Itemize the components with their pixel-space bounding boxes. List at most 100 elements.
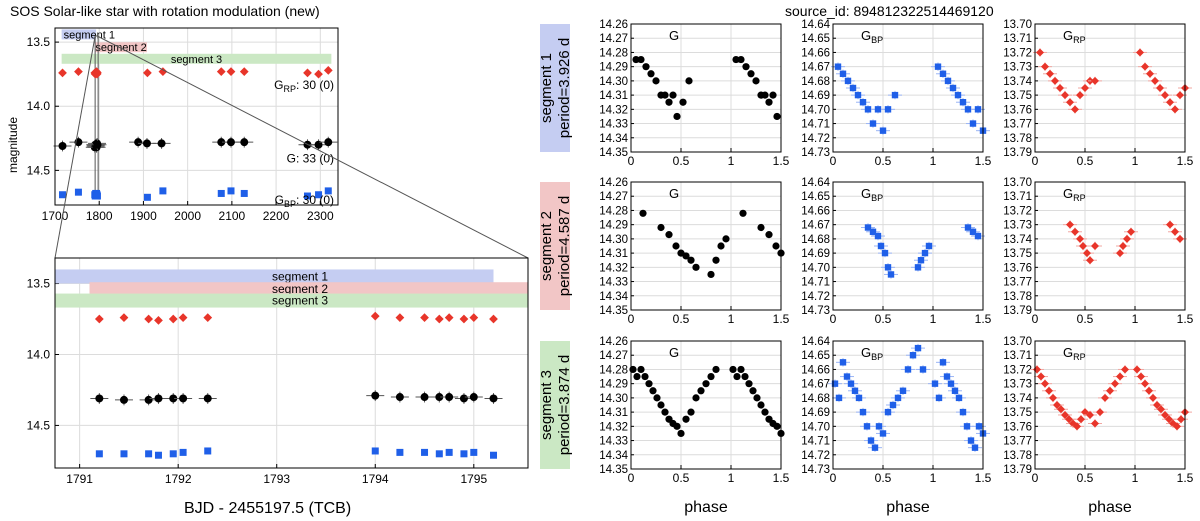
main-point-G [217,138,226,147]
phase-ytick-label: 14.67 [801,62,830,74]
phase-point-BP [969,120,977,127]
phase-point-G [697,387,705,395]
main-point-G [93,140,102,149]
phase-ytick-label: 14.28 [599,364,628,376]
phase-point-G [707,270,715,279]
phase-frame [630,340,782,470]
phase-point-G [765,231,773,239]
phase-point-G [645,380,653,388]
phase-point-G [642,63,650,71]
zoom-point-BP [490,451,498,459]
phase-point-RP [1081,84,1089,92]
main-xtick-label: 2300 [307,209,334,223]
main-point-BP [324,187,332,195]
phase-xtick-label: 0 [628,471,635,485]
phase-xtick-label: 0.5 [875,154,892,168]
phase-point-G [733,372,741,381]
main-point-G [142,139,151,148]
phase-point-BP [879,430,887,437]
phase-point-RP [1161,410,1169,419]
phase-point-BP [859,99,867,106]
phase-ytick-label: 14.66 [801,47,830,59]
zoom-point-RP [178,313,188,322]
phase-xtick-label: 0.5 [673,312,690,326]
phase-xtick-label: 1 [728,154,735,168]
phase-point-G [665,231,673,239]
phase-xtick-label: 0 [1032,312,1039,326]
zoom-point-RP [459,314,469,324]
phase-ytick-label: 14.33 [599,277,628,289]
zoom-connector-left [54,35,96,259]
zoom-frame [54,257,529,469]
phase-point-G [669,91,677,99]
phase-point-BP [944,77,952,85]
phase-point-G [761,91,769,99]
phase-point-BP [904,366,912,373]
phase-point-RP [1077,415,1085,424]
zoom-point-RP [119,313,129,322]
phase-xtick-label: 1 [930,312,937,326]
phase-xtick-label: 0 [628,312,635,326]
zoom-point-BP [435,450,443,458]
phase-band-label: GRP [1063,345,1086,362]
phase-point-G [685,77,693,85]
phase-ytick-label: 13.70 [1003,19,1032,31]
phase-point-BP [964,106,972,113]
zoom-point-G [119,395,128,404]
main-ytick-label: 13.5 [27,35,51,49]
phase-panel-BP: 0 0.5 1 1.5 14.64 14.65 14.66 14.67 14.68 14.69 14… [801,336,991,485]
phase-ytick-label: 14.68 [801,76,830,88]
main-xtick-label: 1900 [130,209,157,223]
phase-ytick-label: 14.73 [801,147,830,159]
phase-xtick-label: 0 [1032,471,1039,485]
phase-point-RP [1076,234,1084,243]
phase-point-RP [1171,227,1179,236]
phase-ytick-label: 14.30 [599,393,628,405]
zoom-ytick-label: 14.0 [27,347,51,361]
phase-ytick-label: 14.34 [599,133,628,145]
zoom-point-G [179,394,188,403]
phase-ytick-label: 14.71 [801,277,830,289]
phase-point-BP [974,106,982,113]
phase-point-G [661,91,669,99]
phase-ytick-label: 14.68 [801,234,830,246]
phase-xlabel: phase [1088,499,1132,516]
phase-point-RP [1041,379,1049,388]
phase-point-RP [1127,227,1135,236]
main-point-BP [59,191,67,199]
phase-point-G [687,256,695,264]
main-segment-label: segment 1 [64,29,115,41]
phase-point-RP [1057,405,1065,414]
phase-point-G [665,98,673,106]
phase-ytick-label: 14.67 [801,379,830,391]
phase-point-G [649,387,657,395]
phase-point-BP [943,373,951,380]
zoom-segment-bar [55,293,528,308]
phase-point-RP [1041,62,1049,71]
phase-point-G [737,55,745,64]
phase-point-BP [975,423,983,430]
zoom-point-BP [371,447,379,455]
phase-point-BP [884,408,892,416]
phase-point-G [712,256,720,264]
phase-point-BP [869,120,877,127]
zoom-point-G [154,394,163,403]
phase-point-BP [919,366,927,373]
phase-xtick-label: 0.5 [1077,312,1094,326]
phase-ytick-label: 13.71 [1003,191,1032,203]
phase-point-G [747,70,755,78]
phase-ytick-label: 14.65 [801,350,830,362]
main-point-RP [158,67,168,76]
phase-xtick-label: 1.5 [773,154,790,168]
phase-frame [832,181,984,311]
phase-point-G [739,209,747,217]
phase-point-G [741,372,749,381]
phase-ytick-label: 13.76 [1003,262,1032,274]
phase-point-BP [844,77,852,85]
phase-point-BP [939,359,947,366]
phase-ytick-label: 14.33 [599,436,628,448]
phase-xtick-label: 1.5 [1177,154,1194,168]
phase-point-BP [849,84,857,92]
phase-xtick-label: 0 [628,154,635,168]
